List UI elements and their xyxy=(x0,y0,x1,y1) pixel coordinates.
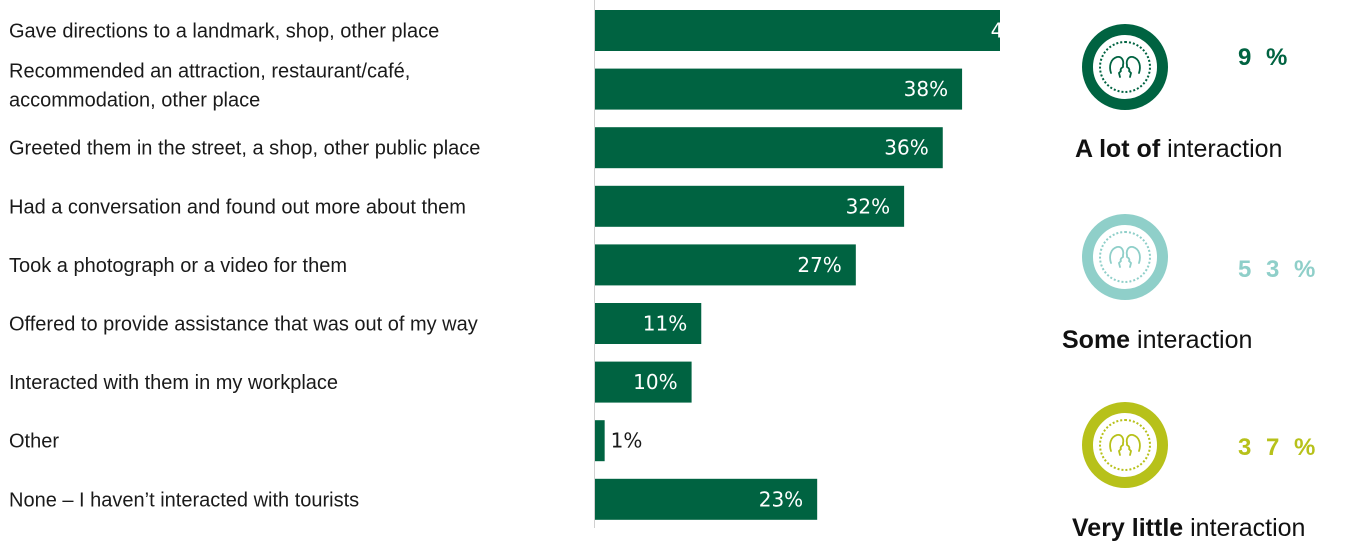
value-label: 23% xyxy=(759,487,803,511)
percent-a-lot: 9 % xyxy=(1238,44,1292,71)
interaction-very-little: 3 7 % Very little interaction xyxy=(1060,396,1346,546)
value-label: 36% xyxy=(884,136,928,160)
bar xyxy=(595,127,943,169)
value-label: 1% xyxy=(611,429,643,453)
caption-some: Some interaction xyxy=(1062,326,1253,354)
category-label: Greeted them in the street, a shop, othe… xyxy=(9,138,480,160)
caption-a-lot: A lot of interaction xyxy=(1075,135,1283,163)
faces-icon xyxy=(1082,24,1168,110)
bar xyxy=(595,68,963,110)
bar xyxy=(595,478,818,520)
bar xyxy=(595,420,605,462)
percent-very-little: 3 7 % xyxy=(1238,434,1320,461)
bars: 47% 38% 36% 32% 27% 11% 10% 1% 23% xyxy=(595,10,1000,520)
faces-icon xyxy=(1082,402,1168,488)
category-label: Took a photograph or a video for them xyxy=(9,255,347,277)
bar xyxy=(595,185,905,227)
bar xyxy=(595,244,856,286)
category-label: Had a conversation and found out more ab… xyxy=(9,196,466,218)
category-label: Recommended an attraction, restaurant/ca… xyxy=(9,61,410,112)
value-label: 47% xyxy=(991,19,1000,43)
value-label: 38% xyxy=(904,77,948,101)
bar xyxy=(595,10,1000,51)
bar xyxy=(595,303,702,344)
caption-very-little: Very little interaction xyxy=(1072,514,1306,542)
category-label: Interacted with them in my workplace xyxy=(9,372,338,394)
interaction-a-lot: 9 % A lot of interaction xyxy=(1060,18,1346,168)
bar-chart: Gave directions to a landmark, shop, oth… xyxy=(9,0,1000,528)
faces-icon xyxy=(1082,214,1168,300)
bar xyxy=(595,361,692,403)
value-label: 10% xyxy=(633,370,677,394)
value-label: 32% xyxy=(846,194,890,218)
value-label: 27% xyxy=(797,253,841,277)
category-label: Other xyxy=(9,431,59,453)
category-label: None – I haven’t interacted with tourist… xyxy=(9,489,359,511)
value-label: 11% xyxy=(643,312,687,336)
interaction-some: 5 3 % Some interaction xyxy=(1060,208,1346,358)
percent-some: 5 3 % xyxy=(1238,256,1320,283)
category-labels: Gave directions to a landmark, shop, oth… xyxy=(9,21,480,512)
category-label: Gave directions to a landmark, shop, oth… xyxy=(9,21,439,43)
category-label: Offered to provide assistance that was o… xyxy=(9,314,478,336)
